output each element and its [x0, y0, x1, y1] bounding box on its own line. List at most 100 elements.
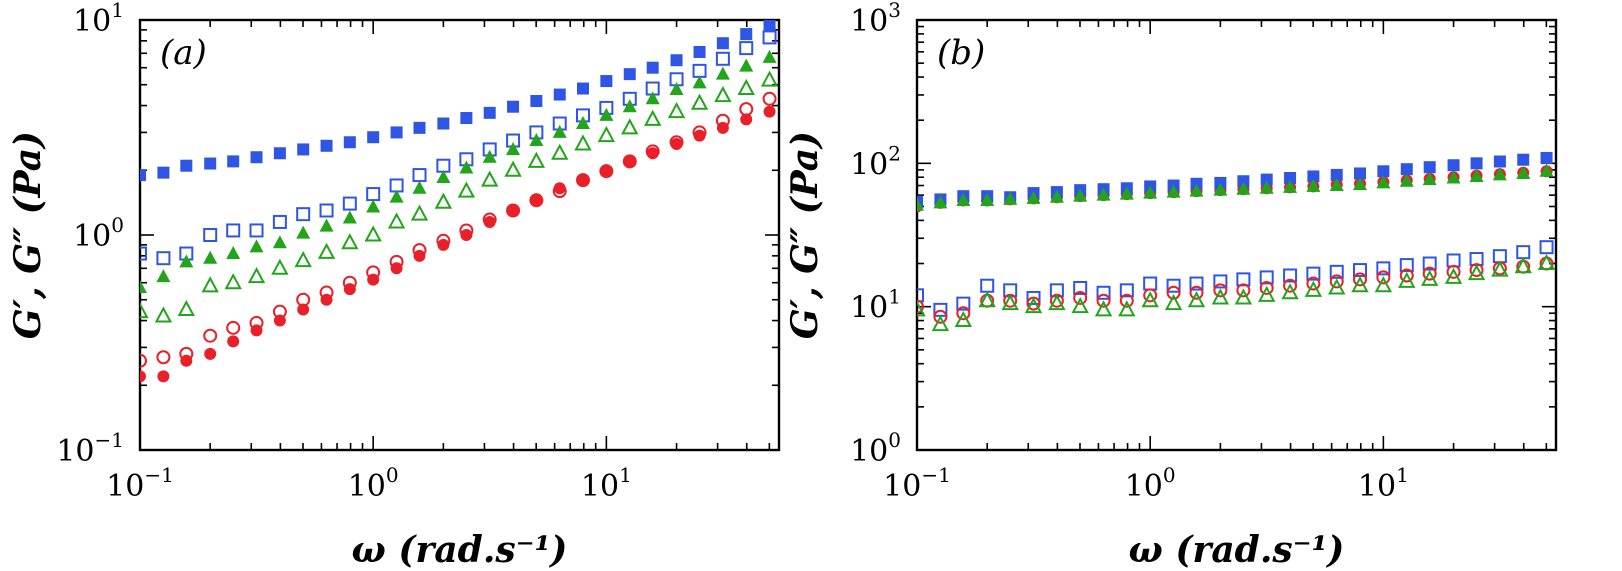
- data-point-triangle: [271, 258, 289, 275]
- data-point-triangle: [978, 291, 996, 308]
- series-4: [917, 256, 1554, 324]
- data-point-triangle: [933, 195, 948, 209]
- data-point-triangle: [1516, 165, 1531, 179]
- data-point-triangle: [410, 204, 429, 221]
- data-point-triangle: [599, 107, 614, 121]
- data-point-square: [272, 214, 287, 229]
- data-point-circle: [530, 194, 543, 207]
- data-point-circle: [482, 212, 497, 227]
- data-point-square: [436, 158, 451, 173]
- data-point-triangle: [1073, 188, 1088, 202]
- series-0: [140, 20, 776, 182]
- data-point-square: [507, 100, 520, 113]
- y-tick-label: 101: [73, 0, 124, 39]
- data-point-square: [390, 126, 403, 139]
- data-point-square: [296, 207, 311, 222]
- data-point-circle: [739, 102, 754, 117]
- axis-ticks: [916, 19, 1556, 451]
- data-point-square: [1470, 157, 1483, 170]
- y-tick-label: 102: [850, 141, 901, 182]
- data-point-square: [1237, 175, 1250, 188]
- data-point-triangle: [1119, 186, 1134, 200]
- data-point-triangle: [1539, 163, 1554, 177]
- data-point-triangle: [1469, 168, 1484, 182]
- data-point-circle: [623, 155, 636, 168]
- data-point-square: [1143, 276, 1158, 291]
- data-point-circle: [157, 370, 170, 383]
- data-point-square: [623, 68, 636, 81]
- data-point-triangle: [692, 75, 707, 89]
- data-point-square: [1423, 161, 1436, 174]
- data-point-square: [715, 51, 730, 66]
- data-markers: [140, 20, 779, 383]
- data-point-triangle: [737, 78, 755, 96]
- data-point-square: [156, 251, 171, 266]
- data-point-square: [250, 151, 263, 164]
- data-point-circle: [599, 164, 614, 179]
- data-point-square: [226, 223, 241, 238]
- data-point-triangle: [917, 300, 926, 317]
- data-point-square: [1493, 155, 1506, 168]
- data-point-square: [483, 106, 496, 119]
- data-point-square: [227, 155, 240, 168]
- data-point-triangle: [1422, 172, 1437, 186]
- data-point-circle: [1422, 266, 1437, 281]
- data-point-circle: [1073, 290, 1088, 305]
- data-point-triangle: [1446, 170, 1461, 184]
- data-point-square: [577, 82, 590, 95]
- data-point-triangle: [1304, 280, 1323, 297]
- data-point-triangle: [1421, 269, 1439, 286]
- data-point-triangle: [1003, 191, 1018, 205]
- data-point-circle: [507, 204, 520, 217]
- series-5: [140, 91, 777, 368]
- data-point-triangle: [762, 49, 777, 63]
- y-tick-label: 100: [850, 428, 901, 469]
- panel-label: (a): [160, 33, 207, 73]
- data-point-square: [319, 203, 334, 218]
- data-point-square: [1213, 274, 1228, 289]
- data-point-triangle: [954, 310, 972, 328]
- data-point-circle: [342, 275, 357, 290]
- data-point-square: [1329, 264, 1344, 279]
- data-point-circle: [956, 306, 971, 321]
- x-tick-label: 100: [1125, 463, 1176, 504]
- data-point-circle: [740, 113, 753, 126]
- series-5: [917, 253, 1556, 332]
- data-point-triangle: [715, 66, 730, 80]
- data-point-circle: [319, 285, 334, 300]
- data-point-triangle: [690, 93, 709, 110]
- data-point-triangle: [247, 267, 266, 284]
- y-tick-label: 100: [73, 213, 124, 254]
- y-axis-title: G′, G″ (Pa): [784, 131, 826, 339]
- data-point-circle: [140, 353, 147, 368]
- data-point-triangle: [574, 134, 592, 151]
- data-point-square: [203, 228, 218, 242]
- data-point-square: [646, 61, 659, 74]
- data-point-circle: [389, 254, 404, 269]
- data-point-circle: [1399, 268, 1414, 283]
- data-point-triangle: [249, 239, 264, 253]
- data-point-square: [763, 20, 776, 32]
- data-point-circle: [1376, 270, 1391, 285]
- data-point-square: [530, 95, 543, 108]
- data-point-circle: [459, 223, 474, 238]
- data-point-triangle: [1166, 184, 1181, 198]
- data-point-square: [273, 147, 286, 160]
- data-point-circle: [1166, 285, 1181, 300]
- data-point-triangle: [739, 58, 754, 72]
- data-point-triangle: [1048, 294, 1066, 311]
- data-point-circle: [412, 243, 427, 258]
- data-point-triangle: [1444, 267, 1463, 284]
- data-point-square: [692, 63, 707, 78]
- data-point-square: [553, 88, 566, 101]
- data-point-circle: [156, 350, 171, 365]
- data-point-triangle: [644, 109, 662, 126]
- data-point-circle: [1329, 274, 1344, 289]
- data-point-square: [1539, 240, 1554, 255]
- data-point-triangle: [667, 101, 686, 119]
- data-point-triangle: [140, 279, 147, 293]
- x-tick-label: 10−1: [106, 463, 174, 504]
- data-point-square: [437, 117, 450, 130]
- data-point-triangle: [529, 133, 544, 147]
